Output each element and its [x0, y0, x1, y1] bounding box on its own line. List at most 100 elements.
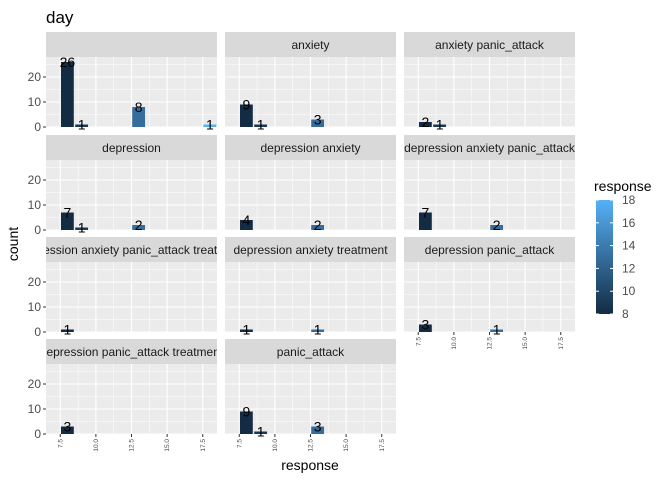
x-tick-label: 15.0 [164, 439, 171, 452]
bar-count-label: 9 [242, 97, 250, 113]
y-tick-label: 20 [28, 70, 42, 84]
x-tick-label: 10.0 [451, 337, 458, 350]
legend-tick-label: 10 [622, 284, 636, 298]
legend-tick-label: 16 [622, 216, 636, 230]
legend-tick-label: 14 [622, 239, 636, 253]
bar-count-label: 1 [78, 117, 86, 133]
facet-strip-label: anxiety panic_attack [435, 38, 545, 52]
x-tick-label: 15.0 [522, 337, 529, 350]
x-tick-label: 12.5 [487, 337, 494, 350]
bar [311, 426, 325, 434]
legend-ticks: 8 10 12 14 16 18 [596, 193, 636, 321]
y-tick-label: 10 [28, 402, 42, 416]
facet-panel: anxiety 91 3 [225, 32, 396, 133]
bar-count-label: 1 [63, 322, 71, 338]
y-tick-label: 0 [34, 223, 41, 237]
bar [239, 104, 253, 127]
bar-count-label: 4 [242, 212, 250, 228]
x-tick-label: 12.5 [129, 439, 136, 452]
x-tick-label: 17.5 [558, 337, 565, 350]
facet-strip-label: depression anxiety panic_attack [404, 141, 576, 155]
facet-panel: panic_attack 91 3 7.5 10.0 12.5 15.0 17.5 [225, 339, 396, 452]
facet-strip-label: depression panic_attack treatment [40, 345, 224, 359]
facet-strip [46, 135, 217, 160]
bar [311, 329, 325, 332]
bar [311, 119, 325, 127]
legend-tick-label: 12 [622, 261, 636, 275]
y-tick-label: 20 [28, 377, 42, 391]
facet-strip [225, 237, 396, 262]
y-tick-label: 10 [28, 95, 42, 109]
x-axis-title: response [281, 457, 339, 473]
facet-strip-label: depression anxiety treatment [233, 243, 388, 257]
bar [239, 220, 253, 230]
bar [433, 124, 447, 127]
bar [311, 225, 325, 230]
facet-strip-label: depression [102, 141, 161, 155]
bar [60, 426, 74, 434]
bar-count-label: 3 [421, 317, 429, 333]
bar [132, 225, 146, 230]
bar-count-label: 1 [257, 117, 265, 133]
chart-title: day [46, 8, 74, 27]
bar-count-label: 26 [60, 54, 76, 70]
y-tick-label: 10 [28, 198, 42, 212]
facet-panel: depression anxiety panic_attack 7 2 [404, 135, 576, 233]
bar [418, 122, 432, 127]
bar-count-label: 1 [206, 117, 214, 133]
y-tick-label: 20 [28, 173, 42, 187]
bar-count-label: 1 [242, 322, 250, 338]
facet-strip [225, 135, 396, 160]
bar [75, 227, 89, 230]
bar-count-label: 1 [78, 220, 86, 236]
bar [490, 225, 504, 230]
bar-count-label: 2 [135, 217, 143, 233]
bar-count-label: 3 [63, 419, 71, 435]
facet-strip-label: depression anxiety panic_attack treatmen… [19, 243, 244, 257]
bar-count-label: 2 [421, 114, 429, 130]
x-tick-label: 10.0 [93, 439, 100, 452]
bar [203, 124, 217, 127]
facet-strip-label: panic_attack [277, 345, 345, 359]
bar [60, 329, 74, 332]
facet-panel: depression anxiety 4 2 [225, 135, 396, 233]
y-tick-label: 10 [28, 300, 42, 314]
bar-count-label: 1 [314, 322, 322, 338]
y-axis-title: count [5, 227, 21, 261]
legend-colorbar [596, 200, 613, 314]
facet-strip [46, 339, 217, 364]
facet-panel: depression panic_attack treatment 3 0 10 20 7… [28, 339, 224, 452]
bar [239, 329, 253, 332]
bar-count-label: 9 [242, 404, 250, 420]
bar [254, 124, 268, 127]
legend-title: response [594, 178, 652, 194]
y-tick-label: 0 [34, 325, 41, 339]
bar-count-label: 2 [314, 217, 322, 233]
bar-count-label: 3 [314, 419, 322, 435]
legend-tick-label: 8 [622, 307, 629, 321]
bar-count-label: 7 [421, 205, 429, 221]
bar-count-label: 1 [436, 117, 444, 133]
x-tick-label: 17.5 [200, 439, 207, 452]
facet-panel: depression anxiety treatment 1 1 [225, 237, 396, 338]
facet-strip [225, 339, 396, 364]
y-tick-label: 0 [34, 120, 41, 134]
facet-strip [404, 32, 575, 57]
bar [60, 212, 74, 230]
x-tick-label: 12.5 [308, 439, 315, 452]
bar [239, 411, 253, 434]
facet-panel: anxiety panic_attack 2 1 [404, 32, 575, 133]
y-tick-label: 0 [34, 427, 41, 441]
legend-tick-label: 18 [622, 193, 636, 207]
bar [254, 431, 268, 434]
x-tick-label: 10.0 [272, 439, 279, 452]
bar-count-label: 1 [493, 322, 501, 338]
bar [418, 212, 432, 230]
x-tick-label: 7.5 [236, 439, 243, 448]
bar-count-label: 3 [314, 112, 322, 128]
